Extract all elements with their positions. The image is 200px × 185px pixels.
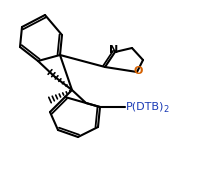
Text: O: O (133, 66, 143, 76)
Text: 2: 2 (163, 105, 168, 114)
Text: P(DTB): P(DTB) (126, 101, 164, 111)
Text: N: N (109, 45, 119, 55)
